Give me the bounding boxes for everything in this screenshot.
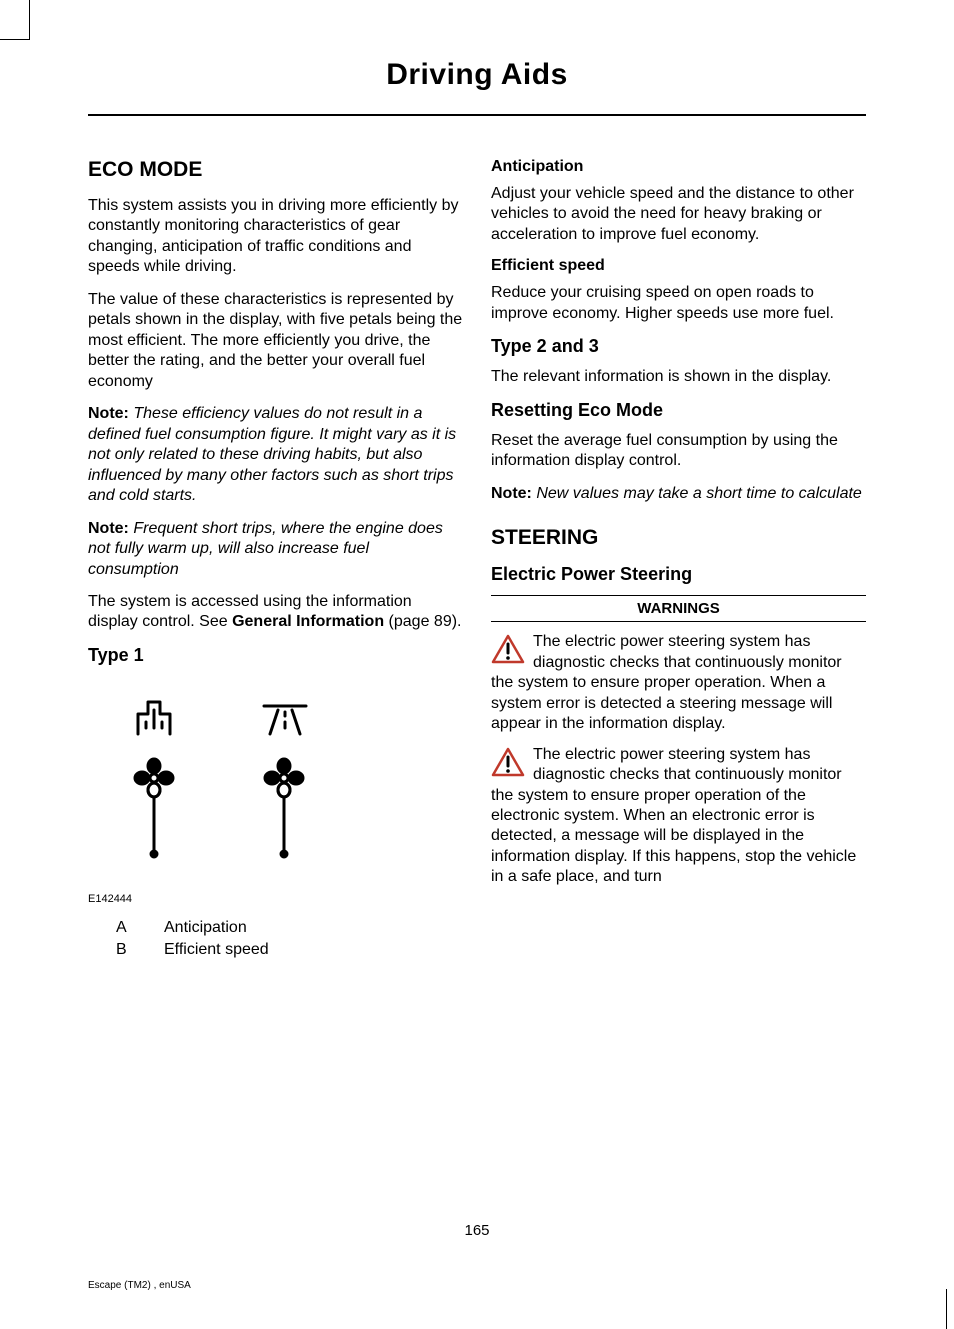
heading-reset-eco: Resetting Eco Mode xyxy=(491,400,866,421)
crop-mark xyxy=(946,1289,954,1329)
eco-diagram-icon xyxy=(88,684,368,874)
page-number: 165 xyxy=(0,1222,954,1239)
paragraph: The system is accessed using the informa… xyxy=(88,592,463,633)
left-column: ECO MODE This system assists you in driv… xyxy=(88,152,463,969)
legend-row: A Anticipation xyxy=(116,919,463,937)
footer-text: Escape (TM2) , enUSA xyxy=(88,1280,191,1291)
page-header: Driving Aids xyxy=(0,0,954,104)
paragraph: This system assists you in driving more … xyxy=(88,196,463,278)
legend-row: B Efficient speed xyxy=(116,941,463,959)
note-label: Note: xyxy=(491,485,532,502)
paragraph: Adjust your vehicle speed and the distan… xyxy=(491,184,866,245)
link-general-info: General Information xyxy=(232,613,384,630)
warning-text: The electric power steering system has d… xyxy=(491,745,866,888)
note-text: These efficiency values do not result in… xyxy=(88,405,456,504)
legend-label: Efficient speed xyxy=(164,941,269,959)
figure-code: E142444 xyxy=(88,893,463,905)
legend-letter: A xyxy=(116,919,164,937)
note-label: Note: xyxy=(88,520,129,537)
right-column: Anticipation Adjust your vehicle speed a… xyxy=(491,152,866,969)
content-columns: ECO MODE This system assists you in driv… xyxy=(0,116,954,969)
page-title: Driving Aids xyxy=(0,58,954,92)
heading-eps: Electric Power Steering xyxy=(491,564,866,585)
heading-anticipation: Anticipation xyxy=(491,158,866,176)
text-run: (page 89). xyxy=(384,613,461,630)
heading-eco-mode: ECO MODE xyxy=(88,158,463,182)
legend-letter: B xyxy=(116,941,164,959)
crop-mark xyxy=(0,0,30,40)
note-paragraph: Note: New values may take a short time t… xyxy=(491,484,866,504)
paragraph: Reset the average fuel consumption by us… xyxy=(491,431,866,472)
warning-text: The electric power steering system has d… xyxy=(491,632,866,734)
paragraph: The relevant information is shown in the… xyxy=(491,367,866,387)
warning-triangle-icon xyxy=(491,747,525,777)
warning-block: The electric power steering system has d… xyxy=(491,745,866,888)
note-text: Frequent short trips, where the engine d… xyxy=(88,520,443,578)
paragraph: Reduce your cruising speed on open roads… xyxy=(491,283,866,324)
eco-figure: E142444 A Anticipation B Efficient speed xyxy=(88,684,463,959)
legend-label: Anticipation xyxy=(164,919,247,937)
paragraph: The value of these characteristics is re… xyxy=(88,290,463,392)
note-paragraph: Note: Frequent short trips, where the en… xyxy=(88,519,463,580)
heading-type23: Type 2 and 3 xyxy=(491,336,866,357)
heading-type1: Type 1 xyxy=(88,645,463,666)
warning-triangle-icon xyxy=(491,634,525,664)
note-text: New values may take a short time to calc… xyxy=(532,485,862,502)
heading-efficient-speed: Efficient speed xyxy=(491,257,866,275)
warning-block: The electric power steering system has d… xyxy=(491,632,866,734)
warnings-header: WARNINGS xyxy=(491,595,866,622)
heading-steering: STEERING xyxy=(491,526,866,550)
note-label: Note: xyxy=(88,405,129,422)
note-paragraph: Note: These efficiency values do not res… xyxy=(88,404,463,506)
